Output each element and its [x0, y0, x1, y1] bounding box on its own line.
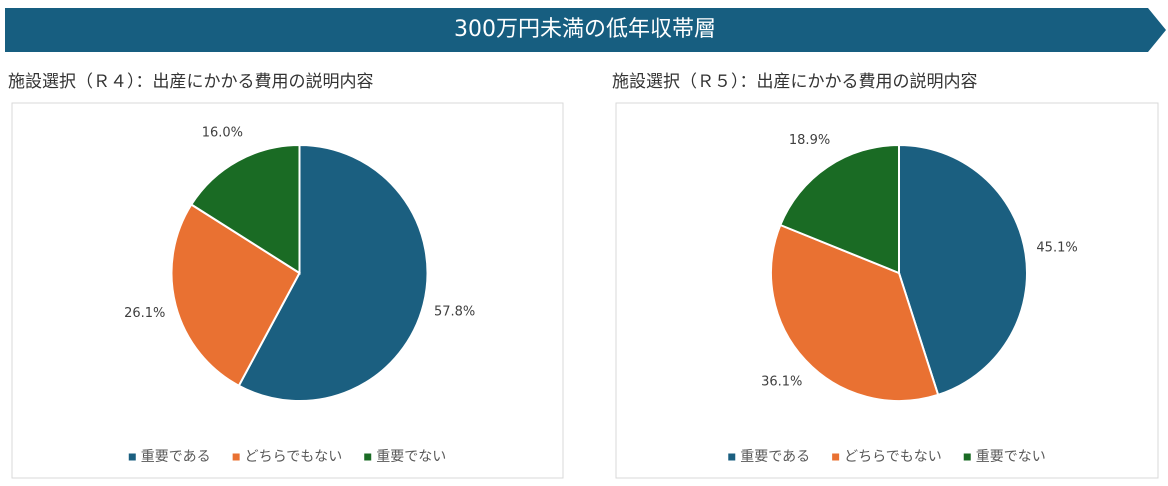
- legend-label: 重要でない: [376, 449, 446, 465]
- pie-slice: [779, 143, 900, 275]
- banner-title: 300万円未満の低年収帯層: [454, 17, 716, 42]
- pie-slice: [237, 143, 429, 402]
- legend-label: 重要である: [740, 449, 810, 465]
- pie-slice: [189, 143, 301, 275]
- legend-swatch: [128, 453, 136, 461]
- legend-swatch: [232, 453, 240, 461]
- legend-swatch: [364, 453, 372, 461]
- data-label: 18.9%: [789, 133, 830, 148]
- legend-swatch: [832, 453, 840, 461]
- data-label: 57.8%: [434, 305, 475, 320]
- pie-slice: [170, 203, 301, 388]
- legend-swatch: [728, 453, 736, 461]
- pie-slice: [770, 223, 940, 402]
- chart-title: 施設選択（Ｒ５）：出産にかかる費用の説明内容: [612, 72, 978, 92]
- legend-swatch: [963, 453, 971, 461]
- data-label: 45.1%: [1036, 241, 1077, 256]
- legend-label: どちらでもない: [245, 449, 343, 465]
- pie-slice: [898, 143, 1028, 397]
- banner: [5, 8, 1166, 52]
- legend-label: どちらでもない: [844, 449, 942, 465]
- legend-label: 重要でない: [976, 449, 1046, 465]
- legend-label: 重要である: [141, 449, 211, 465]
- data-label: 16.0%: [202, 125, 243, 140]
- chart-title: 施設選択（Ｒ４）：出産にかかる費用の説明内容: [8, 72, 374, 92]
- data-label: 36.1%: [761, 374, 802, 389]
- data-label: 26.1%: [124, 306, 165, 321]
